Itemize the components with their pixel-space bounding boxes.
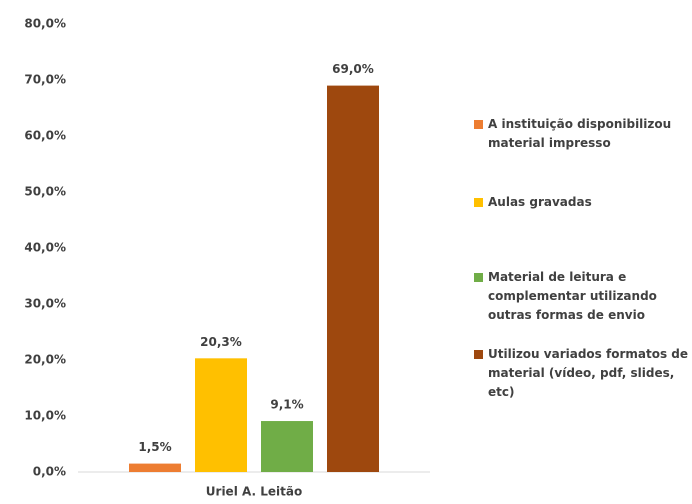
legend-label: Material de leitura e complementar utili… <box>488 270 657 322</box>
legend-label: A instituição disponibilizou material im… <box>488 117 672 150</box>
x-tick-label: Uriel A. Leitão <box>206 485 302 499</box>
legend-label: Utilizou variados formatos de material (… <box>488 347 688 399</box>
y-tick-label: 0,0% <box>33 465 66 479</box>
legend-label: Aulas gravadas <box>488 195 592 209</box>
legend-swatch <box>474 198 483 207</box>
legend-item: A instituição disponibilizou material im… <box>474 115 689 153</box>
data-label: 20,3% <box>200 335 242 349</box>
legend-item: Material de leitura e complementar utili… <box>474 268 689 325</box>
y-tick-label: 40,0% <box>24 241 66 255</box>
y-tick-label: 50,0% <box>24 185 66 199</box>
y-tick-label: 80,0% <box>24 17 66 31</box>
y-tick-label: 60,0% <box>24 129 66 143</box>
data-label: 1,5% <box>138 440 171 454</box>
legend-item: Aulas gravadas <box>474 193 689 212</box>
bar <box>327 85 379 472</box>
data-label: 69,0% <box>332 62 374 76</box>
y-tick-label: 10,0% <box>24 409 66 423</box>
legend-item: Utilizou variados formatos de material (… <box>474 345 689 402</box>
bar <box>195 358 247 472</box>
y-tick-label: 30,0% <box>24 297 66 311</box>
legend-swatch <box>474 273 483 282</box>
y-tick-label: 70,0% <box>24 73 66 87</box>
y-tick-label: 20,0% <box>24 353 66 367</box>
bar <box>261 421 313 472</box>
legend-swatch <box>474 120 483 129</box>
data-label: 9,1% <box>270 398 303 412</box>
legend-swatch <box>474 350 483 359</box>
bar <box>129 463 181 472</box>
